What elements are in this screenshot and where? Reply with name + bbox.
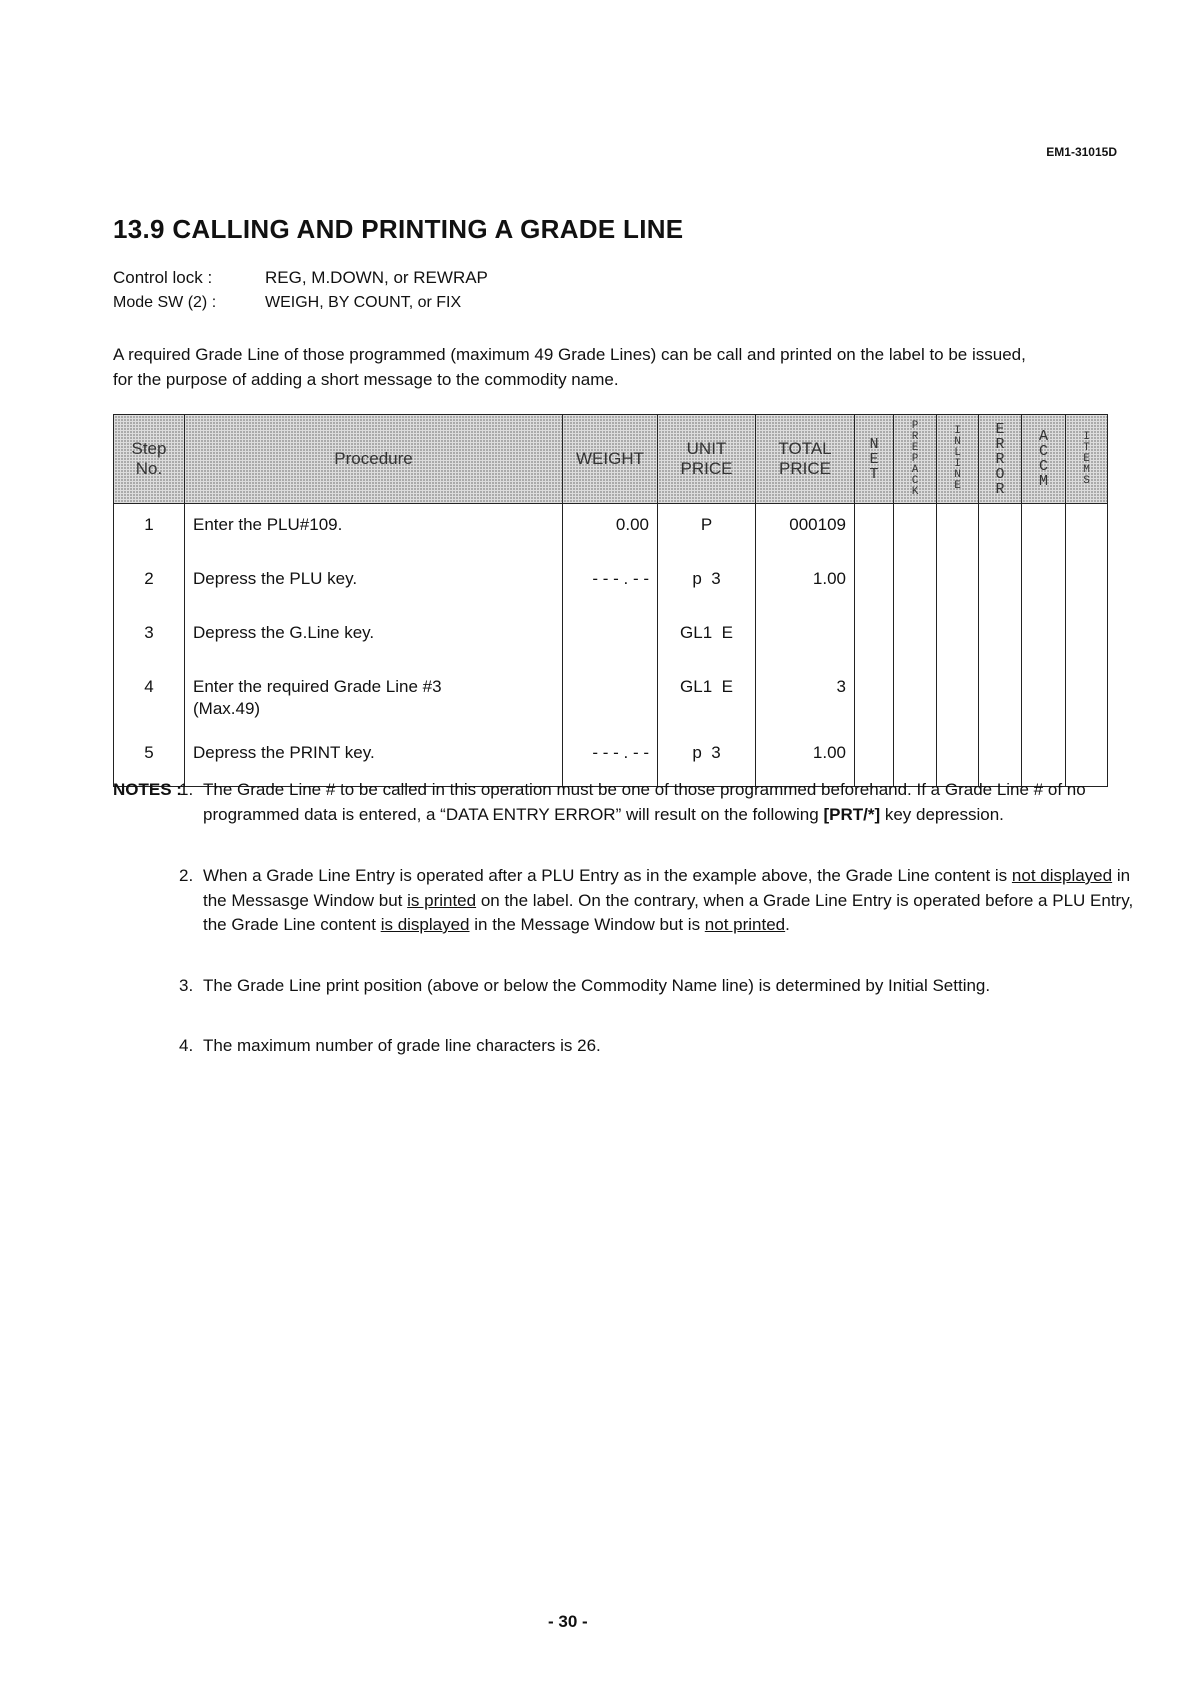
flag-cell	[1065, 558, 1108, 612]
procedure-cell: Enter the required Grade Line #3 (Max.49)	[184, 666, 563, 732]
flag-cell	[1065, 612, 1108, 666]
header-procedure: Procedure	[184, 414, 563, 504]
procedure-cell: Depress the G.Line key.	[184, 612, 563, 666]
flag-cell	[978, 558, 1022, 612]
header-total-price: TOTAL PRICE	[755, 414, 855, 504]
unit-price-cell: GL1 E	[657, 612, 756, 666]
weight-cell	[562, 612, 658, 666]
table-header-row: Step No. Procedure WEIGHT UNIT PRICE TOTAL…	[113, 414, 1108, 504]
document-id: EM1-31015D	[1046, 145, 1117, 159]
weight-cell: - - - . - -	[562, 558, 658, 612]
total-price-cell: 000109	[755, 503, 855, 558]
control-lock-value: REG, M.DOWN, or REWRAP	[265, 268, 488, 287]
table-row: 4 Enter the required Grade Line #3 (Max.49…	[113, 666, 1108, 732]
total-price-cell: 1.00	[755, 558, 855, 612]
flag-cell	[1021, 612, 1066, 666]
weight-cell: 0.00	[562, 503, 658, 558]
flag-cell	[936, 558, 979, 612]
flag-cell	[1021, 666, 1066, 732]
header-inline: INLINE	[936, 414, 979, 504]
flag-cell	[1065, 666, 1108, 732]
header-accm: ACCM	[1021, 414, 1066, 504]
step-cell: 2	[113, 558, 185, 612]
step-cell: 5	[113, 732, 185, 787]
flag-cell	[893, 558, 937, 612]
mode-sw-line: Mode SW (2) : WEIGH, BY COUNT, or FIX	[113, 294, 461, 312]
flag-cell	[1021, 503, 1066, 558]
note-1: 1. The Grade Line # to be called in this…	[179, 780, 1086, 824]
control-lock-line: Control lock : REG, M.DOWN, or REWRAP	[113, 268, 488, 288]
flag-cell	[978, 666, 1022, 732]
header-items: ITEMS	[1065, 414, 1108, 504]
flag-cell	[978, 612, 1022, 666]
intro-paragraph: A required Grade Line of those programme…	[113, 345, 1026, 389]
flag-cell	[893, 732, 937, 787]
step-cell: 4	[113, 666, 185, 732]
header-step: Step No.	[113, 414, 185, 504]
flag-cell	[1065, 503, 1108, 558]
header-net: NET	[854, 414, 894, 504]
mode-sw-value: WEIGH, BY COUNT, or FIX	[265, 294, 462, 311]
unit-price-cell: p 3	[657, 558, 756, 612]
flag-cell	[978, 503, 1022, 558]
note-4: 4. The maximum number of grade line chara…	[179, 1036, 601, 1055]
table-row: 1 Enter the PLU#109. 0.00 P 000109	[113, 503, 1108, 558]
mode-sw-label: Mode SW (2) :	[113, 294, 217, 311]
weight-cell: - - - . - -	[562, 732, 658, 787]
flag-cell	[893, 612, 937, 666]
flag-cell	[1021, 558, 1066, 612]
unit-price-cell: P	[657, 503, 756, 558]
flag-cell	[936, 612, 979, 666]
flag-cell	[893, 666, 937, 732]
procedure-cell: Depress the PLU key.	[184, 558, 563, 612]
step-cell: 1	[113, 503, 185, 558]
flag-cell	[978, 732, 1022, 787]
step-cell: 3	[113, 612, 185, 666]
table-row: 3 Depress the G.Line key. GL1 E	[113, 612, 1108, 666]
flag-cell	[1065, 732, 1108, 787]
procedure-cell: Depress the PRINT key.	[184, 732, 563, 787]
flag-cell	[893, 503, 937, 558]
total-price-cell: 1.00	[755, 732, 855, 787]
control-lock-label: Control lock :	[113, 268, 213, 287]
page-number: - 30 -	[548, 1612, 588, 1631]
procedure-cell: Enter the PLU#109.	[184, 503, 563, 558]
unit-price-cell: p 3	[657, 732, 756, 787]
header-unit-price: UNIT PRICE	[657, 414, 756, 504]
flag-cell	[854, 612, 894, 666]
table-row: 2 Depress the PLU key. - - - . - -p 3 1.00	[113, 558, 1108, 612]
table-row: 5 Depress the PRINT key. - - - . - -p 3 1.0…	[113, 732, 1108, 787]
unit-price-cell: GL1 E	[657, 666, 756, 732]
header-error: ERROR	[978, 414, 1022, 504]
flag-cell	[854, 503, 894, 558]
procedure-table: Step No. Procedure WEIGHT UNIT PRICE TOTAL…	[113, 414, 1108, 787]
header-weight: WEIGHT	[562, 414, 658, 504]
flag-cell	[936, 503, 979, 558]
flag-cell	[854, 732, 894, 787]
flag-cell	[854, 666, 894, 732]
section-title: 13.9 CALLING AND PRINTING A GRADE LINE	[113, 214, 684, 244]
weight-cell	[562, 666, 658, 732]
total-price-cell	[755, 612, 855, 666]
flag-cell	[936, 666, 979, 732]
total-price-cell: 3	[755, 666, 855, 732]
notes-label: NOTES :	[113, 780, 182, 799]
note-2: 2. When a Grade Line Entry is operated a…	[179, 866, 1134, 934]
flag-cell	[854, 558, 894, 612]
header-prepack: PREPACK	[893, 414, 937, 504]
note-3: 3. The Grade Line print position (above o…	[179, 976, 991, 995]
